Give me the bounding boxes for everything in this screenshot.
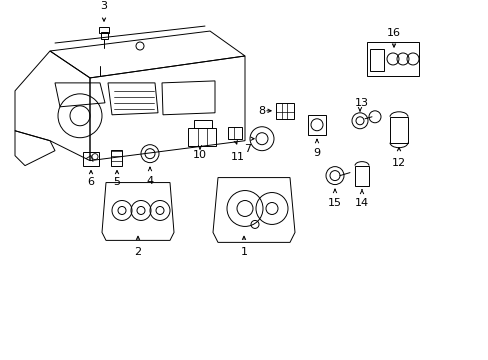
Text: 14: 14 xyxy=(354,198,368,207)
Bar xyxy=(307,115,325,135)
Text: 1: 1 xyxy=(240,247,247,257)
Text: 5: 5 xyxy=(113,176,120,186)
Bar xyxy=(194,120,212,128)
Bar xyxy=(99,27,109,33)
Text: 7: 7 xyxy=(244,144,251,154)
Text: 3: 3 xyxy=(101,1,107,11)
Bar xyxy=(275,103,293,119)
Text: 6: 6 xyxy=(87,176,94,186)
Bar xyxy=(369,49,383,71)
Text: 2: 2 xyxy=(134,247,141,257)
Bar xyxy=(83,152,99,166)
Text: 15: 15 xyxy=(327,198,341,207)
Text: 12: 12 xyxy=(391,158,405,168)
Text: 8: 8 xyxy=(258,106,265,116)
Bar xyxy=(227,127,242,139)
Text: 10: 10 xyxy=(193,150,206,159)
Bar xyxy=(389,117,407,143)
Text: 11: 11 xyxy=(230,152,244,162)
Text: 13: 13 xyxy=(354,98,368,108)
Bar xyxy=(111,150,122,166)
Text: 9: 9 xyxy=(313,148,320,158)
Bar xyxy=(101,32,108,39)
Bar xyxy=(366,42,418,76)
Text: 4: 4 xyxy=(146,176,153,185)
Bar xyxy=(354,166,368,185)
Text: 16: 16 xyxy=(386,28,400,38)
Bar xyxy=(187,128,216,146)
